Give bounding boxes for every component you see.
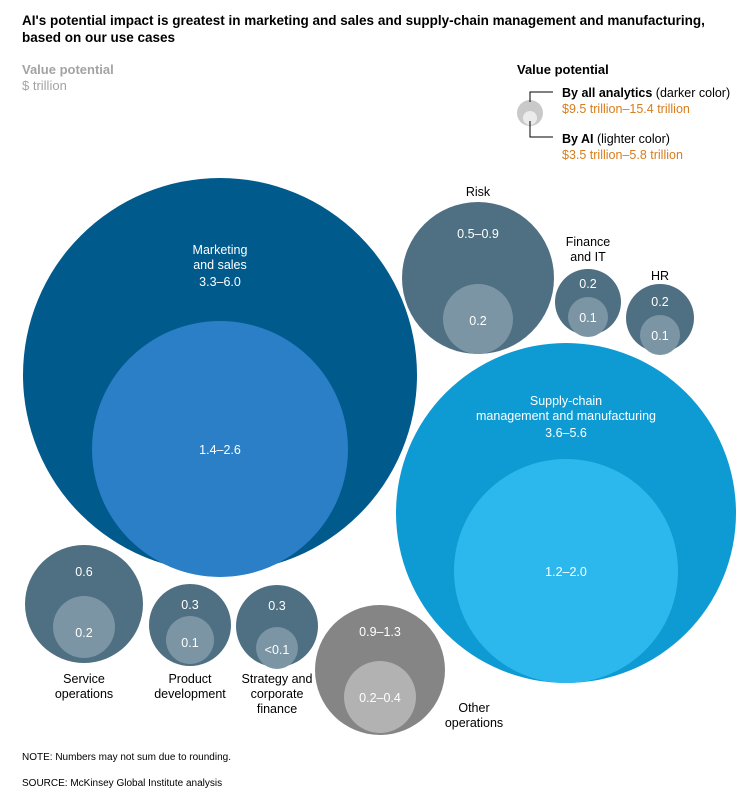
units-label: Value potential [22,62,114,77]
source-note: SOURCE: McKinsey Global Institute analys… [22,778,223,789]
bubble-label-supply: Supply-chain management and manufacturing [476,394,656,423]
bubble-label-line: corporate [251,687,304,701]
bubble-label-line: Marketing [193,243,248,257]
bubble-value-ai-hr: 0.1 [651,329,668,343]
bubble-inner-other [344,661,416,733]
bubble-marketing: Marketing and sales 3.3–6.0 1.4–2.6 [23,178,417,577]
bubble-value-all-analytics-strategy: 0.3 [268,599,285,613]
bubble-value-ai-product: 0.1 [181,636,198,650]
bubble-value-all-analytics-service: 0.6 [75,565,92,579]
bubble-label-line: Product [168,672,212,686]
bubble-inner-supply [454,459,678,683]
bubble-value-ai-other: 0.2–0.4 [359,691,401,705]
bubble-label-line: operations [445,716,503,730]
bubble-label-product: Product development [154,672,226,701]
bubble-label-line: Other [458,701,489,715]
bubble-label-marketing: Marketing and sales [193,243,248,272]
bubble-value-ai-marketing: 1.4–2.6 [199,443,241,457]
bubble-other: Other operations 0.9–1.3 0.2–0.4 [315,605,503,735]
bubble-value-ai-risk: 0.2 [469,314,486,328]
bubble-label-line: management and manufacturing [476,409,656,423]
units-unit: $ trillion [22,78,67,93]
bubble-inner-hr [640,315,680,355]
bubble-value-all-analytics-finance_it: 0.2 [579,277,596,291]
bubble-value-all-analytics-hr: 0.2 [651,295,668,309]
bubble-label-hr: HR [651,269,669,283]
bubble-label-service: Service operations [55,672,113,701]
bubble-value-ai-supply: 1.2–2.0 [545,565,587,579]
bubble-label-other: Other operations [445,701,503,730]
bubble-label-finance_it: Finance and IT [566,235,611,264]
bubble-label-strategy: Strategy and corporate finance [242,672,313,716]
footnote: NOTE: Numbers may not sum due to roundin… [22,752,231,763]
bubble-value-all-analytics-marketing: 3.3–6.0 [199,275,241,289]
bubble-inner-strategy [256,627,298,669]
bubble-inner-marketing [92,321,348,577]
bubble-service: Service operations 0.6 0.2 [25,545,143,701]
bubble-label-line: and IT [570,250,606,264]
chart-title: AI's potential impact is greatest in mar… [22,12,722,46]
bubble-value-all-analytics-risk: 0.5–0.9 [457,227,499,241]
bubble-value-all-analytics-product: 0.3 [181,598,198,612]
bubble-inner-service [53,596,115,658]
bubble-inner-risk [443,284,513,354]
bubble-inner-product [166,616,214,664]
bubble-value-ai-finance_it: 0.1 [579,311,596,325]
bubble-supply: Supply-chain management and manufacturing… [396,343,736,683]
bubble-finance_it: Finance and IT 0.2 0.1 [555,235,621,337]
bubble-label-line: Strategy and [242,672,313,686]
bubble-value-all-analytics-supply: 3.6–5.6 [545,426,587,440]
bubble-label-line: Finance [566,235,611,249]
bubble-inner-finance_it [568,297,608,337]
bubble-label-line: Risk [466,185,491,199]
bubble-value-all-analytics-other: 0.9–1.3 [359,625,401,639]
bubble-outer-risk [402,202,554,354]
chart-title-line-1: AI's potential impact is greatest in mar… [22,13,705,28]
chart-title-line-2: based on our use cases [22,30,176,45]
bubble-value-ai-strategy: <0.1 [265,643,290,657]
bubble-label-risk: Risk [466,185,491,199]
bubble-risk: Risk 0.5–0.9 0.2 [402,185,554,354]
bubble-strategy: Strategy and corporate finance 0.3 <0.1 [236,585,318,716]
bubble-label-line: Supply-chain [530,394,602,408]
bubble-label-line: and sales [193,258,247,272]
bubble-value-ai-service: 0.2 [75,626,92,640]
bubble-label-line: finance [257,702,297,716]
bubble-label-line: operations [55,687,113,701]
bubble-label-line: development [154,687,226,701]
units-caption: Value potential $ trillion [22,62,114,94]
bubble-product: Product development 0.3 0.1 [149,584,231,701]
bubble-label-line: Service [63,672,105,686]
bubble-label-line: HR [651,269,669,283]
bubble-hr: HR 0.2 0.1 [626,269,694,355]
